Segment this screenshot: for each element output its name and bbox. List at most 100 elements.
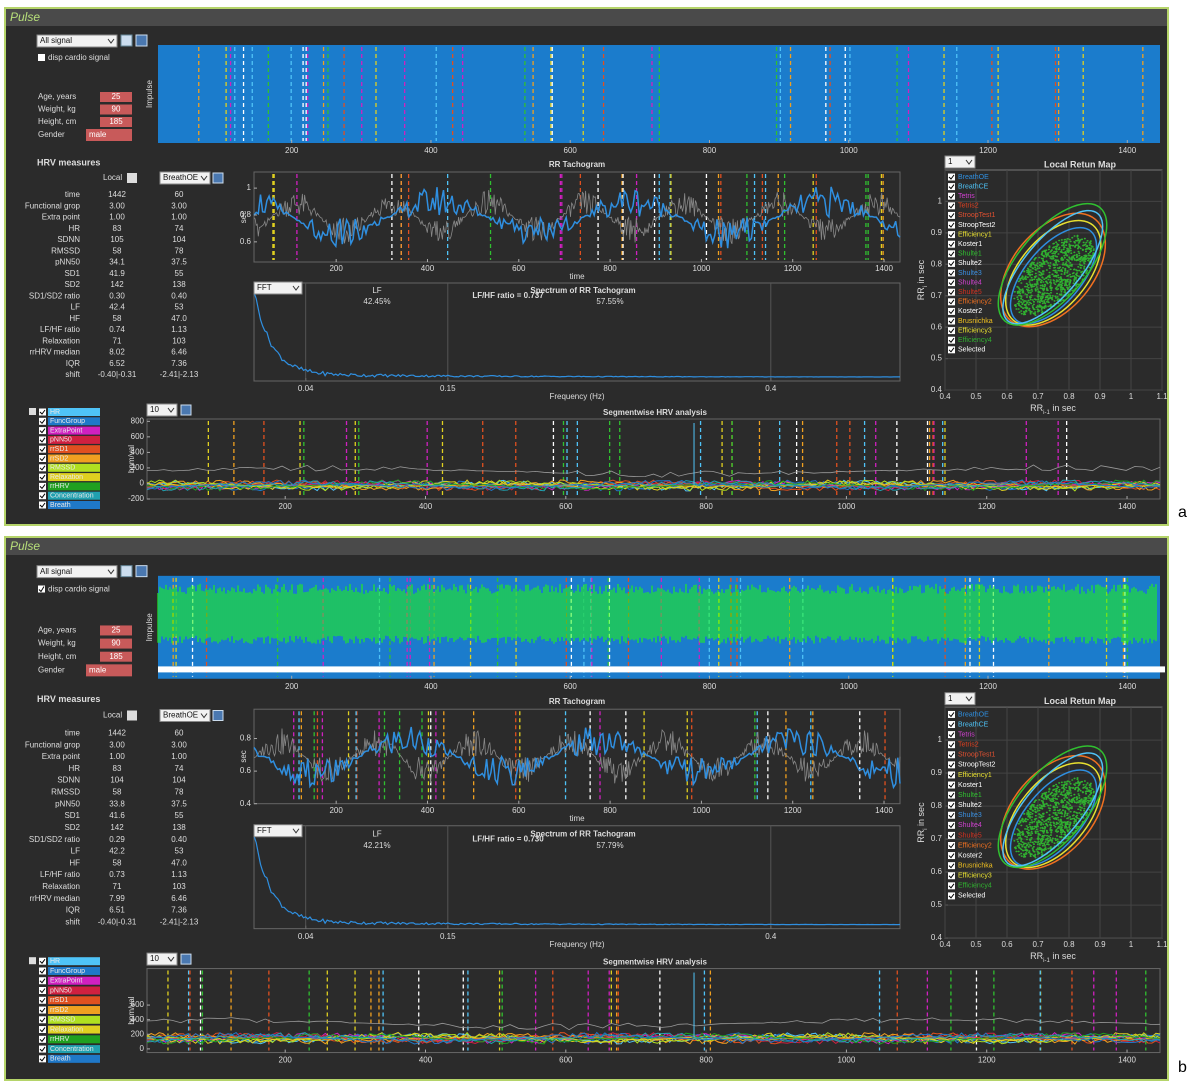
legend-checkbox[interactable]: [39, 967, 46, 975]
legend-checkbox[interactable]: [39, 427, 46, 435]
segment-select[interactable]: [146, 403, 178, 417]
save-icon[interactable]: [135, 34, 148, 47]
collapse-button[interactable]: [29, 408, 36, 415]
check: [39, 465, 46, 471]
signal-select[interactable]: [36, 565, 118, 579]
legend-checkbox[interactable]: [948, 259, 955, 267]
legend-checkbox[interactable]: [948, 892, 955, 900]
param-input[interactable]: [100, 92, 132, 102]
param-input[interactable]: [100, 638, 132, 649]
local-value: 42.4: [109, 303, 125, 312]
legend-checkbox[interactable]: [948, 801, 955, 809]
legend-checkbox[interactable]: [948, 771, 955, 779]
legend-checkbox[interactable]: [948, 731, 955, 739]
legend-checkbox[interactable]: [948, 317, 955, 325]
save-icon[interactable]: [135, 565, 148, 578]
checkbox[interactable]: [38, 54, 45, 61]
save-icon[interactable]: [212, 172, 224, 184]
param-input[interactable]: [100, 104, 132, 115]
legend-checkbox[interactable]: [948, 821, 955, 829]
legend-checkbox[interactable]: [948, 862, 955, 870]
local-icon[interactable]: [127, 173, 137, 183]
legend-checkbox[interactable]: [39, 1006, 46, 1014]
legend-checkbox[interactable]: [39, 1026, 46, 1034]
legend-label: Shulte5: [958, 289, 982, 296]
method-select[interactable]: [253, 824, 303, 838]
tool-icon[interactable]: [120, 34, 133, 47]
checkbox[interactable]: [38, 585, 45, 593]
legend-checkbox[interactable]: [948, 250, 955, 258]
legend-checkbox[interactable]: [948, 269, 955, 277]
legend-checkbox[interactable]: [39, 986, 46, 994]
legend-checkbox[interactable]: [948, 346, 955, 354]
legend-checkbox[interactable]: [948, 721, 955, 729]
legend-checkbox[interactable]: [39, 492, 46, 500]
method-select[interactable]: [253, 281, 303, 295]
legend-checkbox[interactable]: [39, 408, 46, 416]
legend-checkbox[interactable]: [948, 741, 955, 749]
legend-checkbox[interactable]: [948, 288, 955, 296]
legend-checkbox[interactable]: [948, 173, 955, 181]
legend-checkbox[interactable]: [948, 761, 955, 769]
legend-checkbox[interactable]: [948, 872, 955, 880]
legend-checkbox[interactable]: [948, 279, 955, 287]
legend-checkbox[interactable]: [39, 1045, 46, 1053]
legend-checkbox[interactable]: [948, 192, 955, 200]
legend-checkbox[interactable]: [948, 882, 955, 890]
legend-checkbox[interactable]: [948, 852, 955, 860]
legend-checkbox[interactable]: [39, 996, 46, 1004]
tool-icon[interactable]: [120, 565, 133, 578]
legend-checkbox[interactable]: [39, 1055, 46, 1063]
legend-checkbox[interactable]: [948, 298, 955, 306]
local-icon[interactable]: [127, 710, 137, 721]
legend-checkbox[interactable]: [39, 455, 46, 462]
spectrum-trace: [253, 835, 901, 926]
signal-select-text: All signal: [40, 36, 72, 45]
param-input[interactable]: [100, 625, 132, 636]
measure-name: HF: [69, 858, 80, 867]
save-icon[interactable]: [180, 404, 192, 416]
legend-checkbox[interactable]: [39, 482, 46, 490]
legend-checkbox[interactable]: [948, 307, 955, 315]
compare-select[interactable]: [159, 709, 211, 722]
legend-checkbox[interactable]: [948, 240, 955, 248]
legend-checkbox[interactable]: [948, 211, 955, 219]
legend-checkbox[interactable]: [39, 464, 46, 472]
legend-checkbox[interactable]: [948, 336, 955, 344]
legend-checkbox[interactable]: [39, 957, 46, 965]
legend-checkbox[interactable]: [948, 751, 955, 759]
legend-checkbox[interactable]: [948, 202, 955, 210]
collapse-button[interactable]: [29, 957, 36, 965]
legend-checkbox[interactable]: [39, 1035, 46, 1043]
param-input[interactable]: [100, 117, 132, 127]
compare-select[interactable]: [159, 171, 211, 185]
legend-checkbox[interactable]: [948, 811, 955, 819]
legend-checkbox[interactable]: [948, 221, 955, 229]
save-icon[interactable]: [180, 953, 192, 965]
legend-checkbox[interactable]: [948, 831, 955, 839]
x-tick-label: 1.1: [1156, 392, 1168, 401]
legend-checkbox[interactable]: [948, 791, 955, 799]
legend-swatch: [48, 417, 100, 426]
legend-checkbox[interactable]: [39, 977, 46, 985]
legend-checkbox[interactable]: [39, 1016, 46, 1024]
legend-checkbox[interactable]: [39, 417, 46, 425]
legend-checkbox[interactable]: [39, 436, 46, 444]
legend-checkbox[interactable]: [948, 327, 955, 335]
legend-checkbox[interactable]: [39, 445, 46, 453]
legend-checkbox[interactable]: [948, 710, 955, 718]
legend-checkbox[interactable]: [948, 183, 955, 191]
segment-select[interactable]: [146, 952, 178, 966]
param-input[interactable]: [100, 651, 132, 662]
legend-checkbox[interactable]: [948, 231, 955, 239]
signal-select[interactable]: [36, 34, 118, 48]
gender-select[interactable]: [86, 129, 132, 141]
map-select[interactable]: [944, 692, 976, 706]
legend-checkbox[interactable]: [948, 781, 955, 789]
save-icon[interactable]: [212, 710, 224, 721]
legend-checkbox[interactable]: [39, 501, 46, 509]
legend-checkbox[interactable]: [39, 473, 46, 481]
legend-checkbox[interactable]: [948, 841, 955, 849]
map-select[interactable]: [944, 155, 976, 169]
gender-select[interactable]: [86, 664, 132, 677]
